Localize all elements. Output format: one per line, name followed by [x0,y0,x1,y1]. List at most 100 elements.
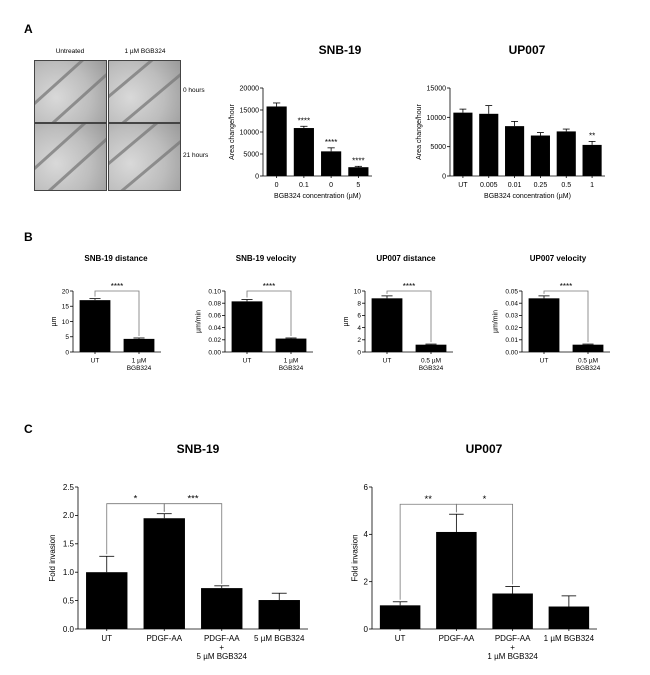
significance-bracket [163,503,223,584]
significance-label: ** [425,494,433,505]
y-tick-label: 4 [364,530,369,539]
bar [143,518,185,629]
panel-label-a: A [24,22,33,36]
bar [371,298,403,352]
y-tick-label: 10 [62,319,70,326]
y-tick-label: 20000 [240,85,260,92]
significance-label: **** [352,156,364,165]
bar [201,588,243,629]
micrograph-col-label-untreated: Untreated [55,48,85,55]
y-axis-label: Area change/hour [416,104,423,160]
y-tick-label: 15 [62,304,70,311]
y-axis-label: µm [51,316,58,326]
x-tick-label: 0.25 [534,182,548,189]
y-tick-label: 10 [354,288,362,295]
x-tick-label: PDGF-AA [439,634,475,643]
bar [505,126,525,176]
x-tick-label: UT [383,358,392,365]
x-tick-label: 0 [275,182,279,189]
y-tick-label: 0 [65,349,69,356]
y-tick-label: 15000 [240,107,260,114]
bar [453,112,473,176]
x-tick-label: 1 µM [132,358,147,365]
x-tick-label: + [510,643,515,652]
x-tick-label: 0.1 [299,182,309,189]
y-tick-label: 1.0 [63,568,75,577]
y-tick-label: 0 [357,349,361,356]
chart-title: UP007 [509,43,546,57]
x-tick-label: BGB324 [127,365,152,372]
y-axis-label: Fold invasion [48,534,57,581]
bar [479,113,499,176]
micrograph-row-label-21h: 21 hours [183,152,209,159]
x-tick-label: PDGF-AA [495,634,531,643]
y-tick-label: 1.5 [63,540,75,549]
x-tick-label: UT [243,358,252,365]
panel-label-c: C [24,422,33,436]
bar [556,131,576,176]
y-tick-label: 15000 [427,85,447,92]
bar [293,128,314,176]
bar [258,600,300,629]
bar [231,301,263,352]
significance-label: * [483,494,487,505]
micrograph-row-label-0h: 0 hours [183,87,205,94]
y-tick-label: 10000 [427,115,447,122]
y-tick-label: 0.05 [505,288,518,295]
x-tick-label: PDGF-AA [204,634,240,643]
y-tick-label: 0.02 [208,337,221,344]
x-tick-label: BGB324 [419,365,444,372]
significance-label: *** [187,494,198,505]
micrograph-col-label-bgb324: 1 µM BGB324 [124,48,166,55]
bar [86,572,128,629]
bar [266,106,287,176]
y-tick-label: 0.08 [208,300,221,307]
significance-label: * [134,494,138,505]
y-tick-label: 0 [364,625,369,634]
y-tick-label: 0.0 [63,625,75,634]
y-tick-label: 2.5 [63,483,75,492]
x-tick-label: UT [395,634,406,643]
x-tick-label: 0.01 [508,182,522,189]
y-tick-label: 0.03 [505,313,518,320]
y-tick-label: 10000 [240,129,260,136]
significance-label: **** [111,282,123,291]
significance-bracket [543,290,589,343]
y-tick-label: 0.04 [505,300,518,307]
chart-title: UP007 distance [376,254,436,263]
x-tick-label: BGB324 [576,365,601,372]
bar [348,167,369,176]
y-tick-label: 0 [442,173,446,180]
bar [379,605,421,629]
micrograph-bgb324-21h [108,123,181,191]
x-tick-label: 0.5 µM [578,358,598,365]
y-tick-label: 2 [364,577,369,586]
x-tick-label: BGB324 [279,365,304,372]
x-tick-label: 5 µM BGB324 [197,652,248,661]
y-tick-label: 5000 [243,151,259,158]
x-tick-label: PDGF-AA [146,634,182,643]
x-tick-label: UT [101,634,112,643]
y-tick-label: 0.06 [208,313,221,320]
x-axis-label: BGB324 concentration (µM) [274,193,361,200]
bar [79,300,111,352]
y-tick-label: 0.00 [208,349,221,356]
y-tick-label: 6 [357,313,361,320]
x-tick-label: 0 [329,182,333,189]
micrograph-bgb324-0h [108,60,181,123]
bar [530,135,550,176]
bar [436,531,477,629]
y-tick-label: 0.5 [63,596,75,605]
x-tick-label: 5 µM BGB324 [254,634,305,643]
x-tick-label: 0.5 µM [421,358,441,365]
bar [275,338,307,352]
bar [321,151,342,176]
significance-label: **** [560,282,572,291]
panel-label-b: B [24,230,33,244]
y-tick-label: 8 [357,300,361,307]
x-tick-label: + [219,643,224,652]
bar [528,298,560,352]
y-axis-label: µm/min [493,310,500,333]
